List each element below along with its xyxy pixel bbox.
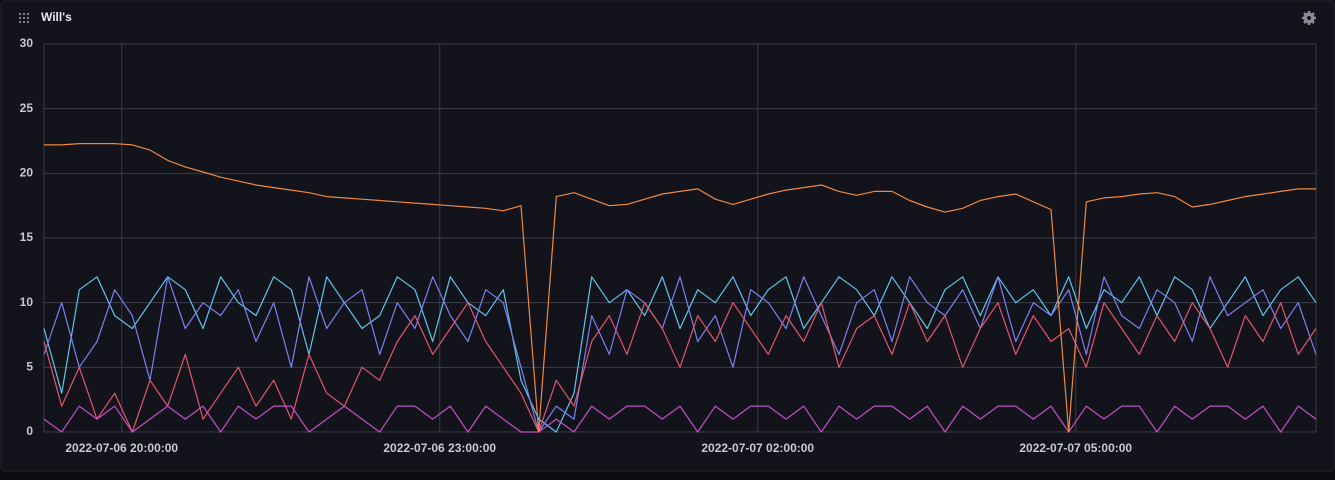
x-tick-label: 2022-07-07 02:00:00 (701, 441, 814, 455)
series-line (43, 302, 1317, 433)
series-line (43, 276, 1317, 433)
x-tick-label: 2022-07-06 20:00:00 (65, 441, 178, 455)
x-tick-label: 2022-07-06 23:00:00 (383, 441, 496, 455)
x-tick-label: 2022-07-07 05:00:00 (1019, 441, 1132, 455)
y-tick-label: 0 (26, 424, 33, 438)
panel-title: Will's (41, 10, 72, 24)
y-tick-label: 20 (20, 166, 34, 180)
y-tick-label: 25 (20, 101, 34, 115)
series-line (43, 405, 1317, 433)
settings-icon[interactable] (1302, 11, 1316, 25)
y-tick-label: 30 (20, 36, 34, 50)
y-tick-label: 5 (26, 360, 33, 374)
series-line (43, 276, 1317, 433)
series-line (44, 143, 1316, 433)
drag-handle[interactable] (18, 12, 30, 24)
y-tick-label: 10 (20, 295, 34, 309)
y-tick-label: 15 (20, 230, 34, 244)
